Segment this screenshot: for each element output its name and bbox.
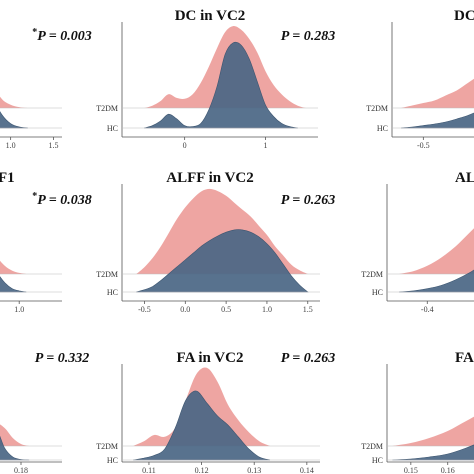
x-tick-label: 1.5 — [303, 305, 313, 314]
p-value-label: P = 0.283 — [281, 29, 336, 44]
p-top-left: 1.0 1.5 *P = 0.003 — [0, 27, 92, 150]
significance-star: * — [32, 27, 37, 38]
x-tick-label: 1.5 — [48, 141, 58, 150]
x-tick-label: 0.11 — [142, 466, 156, 474]
panel-title: AL — [455, 170, 474, 186]
t2dm-density-area — [401, 78, 474, 108]
panel-title: F1 — [0, 170, 15, 186]
x-tick-label: 1 — [263, 141, 267, 150]
hc-density-area — [399, 269, 474, 293]
p-value-label: *P = 0.038 — [32, 191, 92, 209]
t2dm-density-area — [0, 260, 27, 274]
group-label-hc: HC — [107, 124, 118, 133]
group-label-hc: HC — [107, 288, 118, 297]
x-tick-label: 0 — [183, 141, 187, 150]
p-value-label: P = 0.263 — [281, 351, 336, 366]
hc-density-area — [0, 111, 28, 129]
hc-density-area — [401, 112, 474, 129]
p-bot-mid: 0.11 0.12 0.13 0.14 T2DM HC FA in VC2 P = 0.263 — [96, 350, 335, 474]
p-mid-right: -0.4 T2DM HC AL — [361, 170, 474, 314]
p-value-text: P = 0.263 — [281, 351, 336, 366]
group-label-t2dm: T2DM — [96, 270, 118, 279]
t2dm-density-area — [0, 96, 28, 108]
p-top-right: -0.50T2DMHCDC — [366, 8, 474, 150]
group-label-hc: HC — [107, 456, 118, 465]
x-tick-label: 0.16 — [441, 466, 455, 474]
p-value-text: P = 0.263 — [281, 193, 336, 208]
significance-star: * — [32, 191, 37, 202]
group-label-t2dm: T2DM — [361, 270, 383, 279]
p-value-label: *P = 0.003 — [32, 27, 92, 45]
x-tick-label: -0.5 — [417, 141, 430, 150]
hc-density-area — [133, 390, 271, 461]
hc-density-area — [136, 229, 309, 293]
p-value-text: P = 0.003 — [37, 29, 92, 44]
p-value-label: P = 0.332 — [35, 351, 90, 366]
p-mid-left: 1.0 F1 *P = 0.038 — [0, 170, 92, 314]
group-label-hc: HC — [372, 288, 383, 297]
p-value-text: P = 0.038 — [37, 193, 92, 208]
p-value-label: P = 0.263 — [281, 193, 336, 208]
t2dm-density-area — [399, 228, 474, 274]
p-bot-left: 0.18 P = 0.332 — [0, 351, 89, 474]
hc-density-area — [144, 41, 298, 129]
t2dm-density-area — [392, 416, 474, 446]
x-tick-label: 1.0 — [262, 305, 272, 314]
group-label-hc: HC — [372, 456, 383, 465]
x-tick-label: 0.15 — [404, 466, 418, 474]
group-label-hc: HC — [377, 124, 388, 133]
panel-title: DC in VC2 — [175, 8, 246, 24]
group-label-t2dm: T2DM — [96, 442, 118, 451]
hc-density-area — [0, 276, 27, 293]
x-tick-label: 0.13 — [247, 466, 261, 474]
t2dm-density-area — [0, 424, 30, 446]
x-tick-label: 0.5 — [221, 305, 231, 314]
x-tick-label: 0.18 — [14, 466, 28, 474]
panel-title: ALFF in VC2 — [166, 170, 254, 186]
hc-density-area — [392, 444, 474, 461]
panel-title: FA in VC2 — [177, 350, 244, 366]
group-label-t2dm: T2DM — [366, 104, 388, 113]
x-tick-label: 1.0 — [14, 305, 24, 314]
x-tick-label: 1.0 — [6, 141, 16, 150]
hc-density-area — [0, 435, 30, 461]
group-label-t2dm: T2DM — [96, 104, 118, 113]
p-mid-mid: -0.5 0.0 0.5 1.0 1.5 T2DM HC ALFF in VC2 P = 0.2… — [96, 170, 335, 314]
x-tick-label: 0.12 — [195, 466, 209, 474]
p-value-text: P = 0.332 — [35, 351, 90, 366]
panel-title: DC — [454, 8, 474, 24]
x-tick-label: -0.5 — [138, 305, 151, 314]
p-bot-right: 0.150.160.17T2DMHCFA — [361, 350, 474, 474]
panel-title: FA — [455, 350, 474, 366]
x-tick-label: 0.14 — [300, 466, 314, 474]
x-tick-label: -0.4 — [421, 305, 434, 314]
p-top-mid: 0 1 T2DM HC DC in VC2 P = 0.283 — [96, 8, 335, 150]
group-label-t2dm: T2DM — [361, 442, 383, 451]
p-value-text: P = 0.283 — [281, 29, 336, 44]
x-tick-label: 0.0 — [180, 305, 190, 314]
